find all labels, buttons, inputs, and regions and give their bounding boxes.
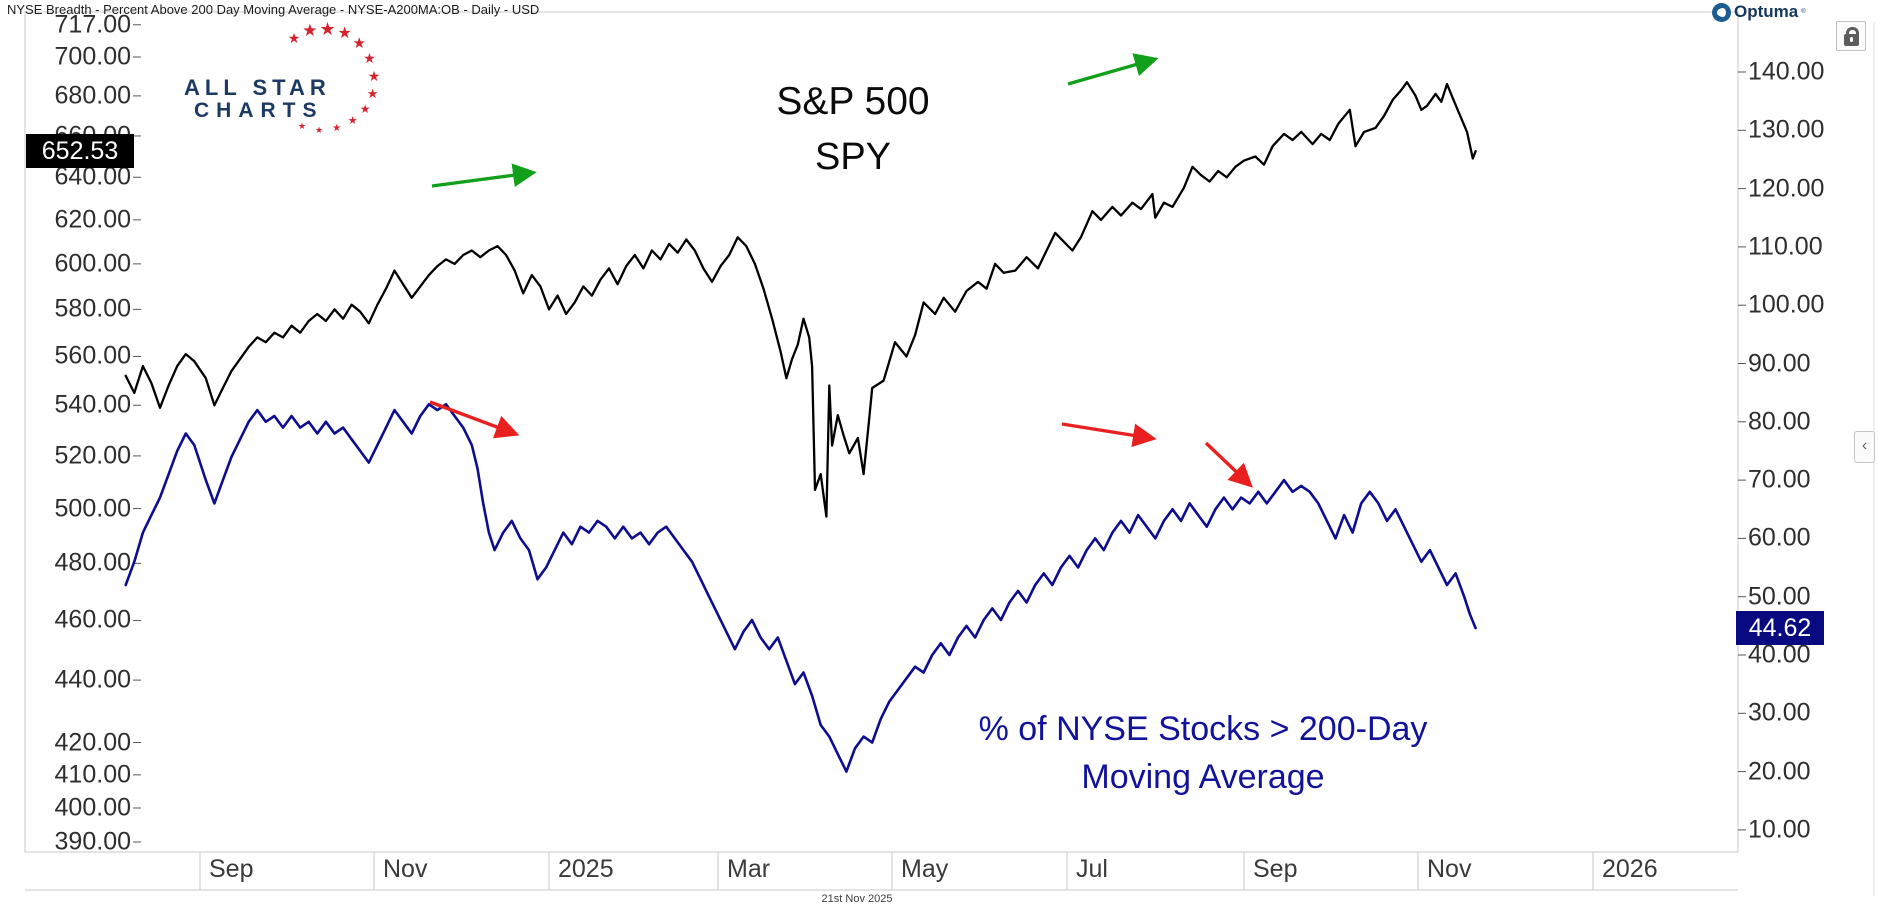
star-icon: ★ — [297, 120, 307, 131]
right-axis-tick-label: 40.00 — [1748, 640, 1811, 669]
breadth-series-label-line1: % of NYSE Stocks > 200-Day — [978, 710, 1428, 748]
left-axis-tick-label: 460.00 — [54, 605, 131, 634]
price-series-label: S&P 500 SPY — [703, 80, 1003, 179]
optuma-wordmark: Optuma — [1734, 2, 1799, 21]
last-price-badge: 652.53 — [26, 134, 134, 168]
red-trend-arrow — [1061, 422, 1157, 448]
price-series-label-line2: SPY — [814, 136, 892, 178]
star-icon: ★ — [366, 85, 379, 101]
allstarcharts-logo: ALL STAR CHARTS ★ ★ ★ ★ ★ ★ ★ ★ ★ ★ ★ ★ ★ — [150, 20, 390, 145]
allstarcharts-logo-text2: CHARTS — [194, 99, 324, 122]
star-icon: ★ — [302, 21, 318, 41]
left-axis-tick-label: 420.00 — [54, 728, 131, 757]
allstarcharts-logo-text1: ALL STAR — [184, 75, 331, 100]
right-axis-tick-label: 130.00 — [1748, 115, 1825, 144]
right-axis-tick-label: 50.00 — [1748, 582, 1811, 611]
left-axis-tick-label: 717.00 — [54, 10, 131, 39]
left-axis-tick-label: 410.00 — [54, 760, 131, 789]
lock-button[interactable] — [1836, 21, 1866, 51]
right-axis-tick-label: 20.00 — [1748, 757, 1811, 786]
green-trend-arrow — [1067, 53, 1159, 86]
star-icon: ★ — [287, 30, 301, 47]
star-icon: ★ — [359, 102, 371, 117]
right-axis-tick-label: 30.00 — [1748, 698, 1811, 727]
date-axis-label: Nov — [1427, 855, 1472, 883]
optuma-logo: Optuma ® — [1712, 1, 1806, 23]
date-axis-label: Nov — [383, 855, 428, 883]
left-axis-tick-label: 600.00 — [54, 249, 131, 278]
left-axis-tick-label: 700.00 — [54, 42, 131, 71]
left-axis-tick-label: 500.00 — [54, 494, 131, 523]
breadth-line — [124, 402, 1477, 773]
right-axis-tick-label: 70.00 — [1748, 465, 1811, 494]
green-trend-arrow — [431, 163, 537, 188]
date-axis-label: Sep — [1253, 855, 1298, 883]
red-trend-arrow — [429, 400, 520, 439]
left-axis-tick-label: 390.00 — [54, 827, 131, 856]
right-axis-tick-label: 10.00 — [1748, 815, 1811, 844]
left-axis-tick-label: 560.00 — [54, 341, 131, 370]
star-icon: ★ — [337, 24, 352, 42]
date-axis-label: Mar — [727, 855, 771, 883]
star-icon: ★ — [363, 50, 376, 67]
date-axis-label: Sep — [209, 855, 254, 883]
left-axis-tick-label: 520.00 — [54, 441, 131, 470]
session-date: 21st Nov 2025 — [821, 893, 893, 905]
left-axis-tick-label: 580.00 — [54, 294, 131, 323]
right-axis-tick-label: 100.00 — [1748, 290, 1825, 319]
star-icon: ★ — [315, 125, 324, 136]
right-axis-tick-label: 120.00 — [1748, 174, 1825, 203]
plot-border — [24, 11, 1739, 853]
optuma-trademark: ® — [1801, 9, 1806, 15]
right-axis-tick-label: 60.00 — [1748, 523, 1811, 552]
left-axis-tick-label: 620.00 — [54, 205, 131, 234]
right-axis-tick-label: 140.00 — [1748, 57, 1825, 86]
price-line — [124, 81, 1477, 518]
right-axis-tick-label: 80.00 — [1748, 407, 1811, 436]
breadth-series-label: % of NYSE Stocks > 200-Day Moving Averag… — [953, 710, 1453, 797]
left-axis-tick-label: 400.00 — [54, 793, 131, 822]
breadth-series-label-line2: Moving Average — [1081, 758, 1325, 796]
left-axis-tick-label: 480.00 — [54, 548, 131, 577]
date-axis-label: 2025 — [558, 855, 614, 883]
right-axis-tick-label: 110.00 — [1748, 232, 1823, 261]
left-axis-tick-label: 440.00 — [54, 665, 131, 694]
star-icon: ★ — [319, 19, 336, 40]
right-axis-tick-label: 90.00 — [1748, 349, 1811, 377]
last-value-badge: 44.62 — [1736, 611, 1824, 645]
star-icon: ★ — [367, 67, 381, 84]
date-axis-label: Jul — [1076, 855, 1108, 883]
left-axis-tick-label: 680.00 — [54, 81, 131, 110]
star-icon: ★ — [352, 35, 366, 53]
date-axis-label: 2026 — [1602, 855, 1658, 883]
star-icon: ★ — [332, 123, 342, 135]
red-trend-arrow — [1204, 441, 1253, 488]
left-axis-tick-label: 540.00 — [54, 390, 131, 419]
price-series-label-line1: S&P 500 — [776, 80, 930, 123]
lock-icon — [1843, 26, 1859, 46]
optuma-logo-icon — [1712, 2, 1731, 22]
scroll-left-button[interactable]: ‹ — [1854, 431, 1875, 463]
star-icon: ★ — [347, 115, 358, 128]
chart-title: NYSE Breadth - Percent Above 200 Day Mov… — [7, 2, 540, 17]
date-axis-label: May — [901, 855, 949, 883]
